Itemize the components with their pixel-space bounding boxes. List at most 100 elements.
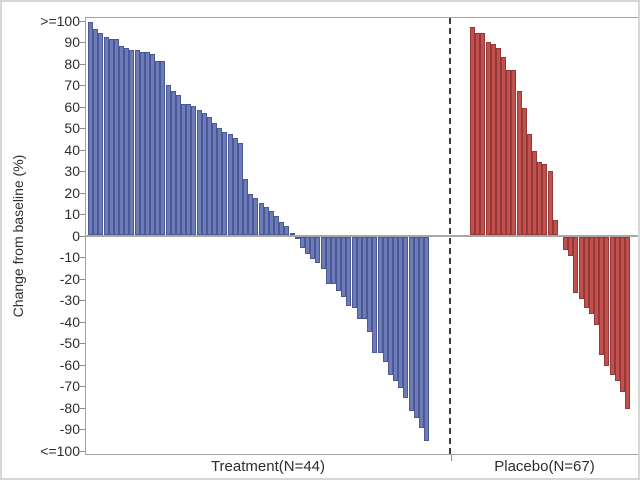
bar [383,237,388,362]
y-tick-mark [80,214,85,215]
bar [284,226,289,235]
y-tick-mark [80,106,85,108]
bar [491,43,496,235]
bar [620,237,625,392]
bar [378,237,383,354]
bar [336,237,341,291]
y-tick-mark [80,63,85,65]
bar [372,237,377,354]
bar [563,237,568,250]
y-tick-label: -50 [59,335,80,351]
bar [496,48,501,235]
bar [264,207,269,235]
bar [579,237,584,300]
bar [414,237,419,418]
bar [419,237,424,429]
y-tick-label: -40 [59,313,80,330]
bar [610,237,615,375]
bar [475,32,480,235]
y-tick-label: -90 [59,421,80,437]
bar [150,54,155,235]
y-tick-mark [80,128,85,129]
y-tick-mark [80,42,85,43]
y-tick-label: 40 [64,141,80,158]
bar [135,50,140,235]
bar [295,237,300,240]
bar [594,237,599,326]
bar [362,237,367,319]
bar [568,237,573,257]
y-tick-label: 20 [64,184,80,201]
bar [501,56,506,235]
y-tick-label: -70 [59,378,80,394]
y-tick-label: 60 [64,98,80,115]
y-tick-mark [80,343,85,344]
bar [480,32,485,235]
y-tick-label: -80 [59,399,80,416]
bar [119,45,124,235]
bar [171,91,176,235]
y-tick-label: 80 [64,55,80,72]
y-tick-mark [80,429,85,430]
bar [274,215,279,235]
bar [253,198,258,235]
bar [398,237,403,388]
bar [315,237,320,263]
y-tick-label: 70 [64,77,80,93]
bar [93,28,98,235]
bar [522,108,527,235]
bar [532,151,537,235]
bar [599,237,604,356]
bar [114,39,119,235]
bar [238,142,243,235]
bar [357,237,362,319]
bar [542,164,547,236]
bar [269,211,274,235]
bar [300,237,305,248]
bar [352,237,357,308]
bar [181,103,186,235]
y-tick-mark [80,278,85,280]
y-tick-label: -30 [59,292,80,308]
bar [217,127,222,235]
y-tick-mark [80,300,85,301]
bar [248,194,253,236]
bar [207,116,212,236]
x-label-treatment: Treatment(N=44) [210,458,326,475]
bar [511,69,516,235]
bar [140,52,145,236]
bar [310,237,315,259]
bar [341,237,346,298]
bar [346,237,351,306]
bar [166,84,171,235]
bar [243,179,248,235]
y-tick-label: 10 [64,206,80,222]
bar [228,134,233,235]
bar [527,134,532,235]
y-tick-label: -10 [59,249,80,265]
bar [331,237,336,285]
plot-area [85,17,638,455]
bar [109,39,114,235]
y-tick-label: -60 [59,356,80,373]
y-tick-mark [80,364,85,366]
bar [409,237,414,412]
bar [279,222,284,235]
bar [222,131,227,235]
bar [197,110,202,235]
y-tick-label: 0 [72,227,80,244]
bar [506,69,511,235]
y-tick-mark [80,20,85,22]
group-separator-dashed-line [449,18,451,454]
x-label-placebo: Placebo(N=67) [494,458,595,475]
y-tick-mark [80,235,85,237]
bar [233,138,238,236]
bar [305,237,310,255]
bar [191,106,196,235]
y-tick-mark [80,257,85,258]
bar [88,22,93,235]
bar [573,237,578,293]
bar [403,237,408,399]
bar [259,202,264,236]
